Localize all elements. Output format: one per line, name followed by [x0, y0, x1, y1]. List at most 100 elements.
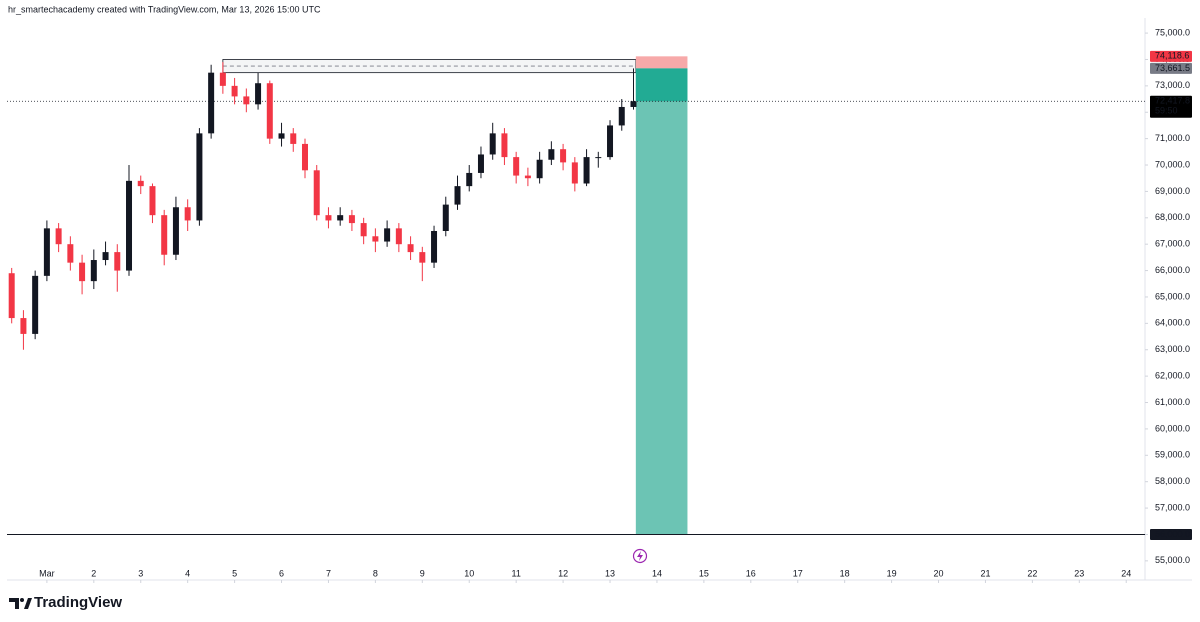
x-tick-label: 6 — [279, 568, 284, 578]
candle-body — [489, 133, 496, 155]
candle-body — [337, 215, 344, 221]
open-profit-zone — [635, 68, 688, 102]
candle-body — [513, 157, 520, 176]
x-tick-label: 23 — [1074, 568, 1084, 578]
candle-body — [348, 215, 355, 224]
candle-body — [548, 149, 555, 160]
candle-body — [313, 170, 320, 216]
x-tick-label: 5 — [232, 568, 237, 578]
candle-body — [454, 186, 461, 205]
x-tick-label: 11 — [511, 568, 520, 578]
stop-zone — [635, 56, 688, 69]
y-tick-label: 69,000.0 — [1155, 186, 1190, 196]
x-tick-label: 14 — [652, 568, 662, 578]
candle-body — [102, 252, 109, 261]
candle-body — [208, 72, 215, 134]
candle-body — [231, 85, 238, 97]
candle-body — [184, 207, 191, 221]
candle-body — [161, 215, 168, 255]
x-tick-label: 21 — [980, 568, 990, 578]
candle-body — [149, 186, 156, 216]
target-label-box — [1150, 528, 1192, 540]
candle-body — [137, 180, 144, 187]
candle-body — [301, 143, 308, 171]
candle-body — [67, 244, 74, 263]
candle-body — [266, 83, 273, 139]
entry-label-box — [1150, 62, 1192, 74]
candle-body — [172, 207, 179, 255]
y-tick-label: 71,000.0 — [1155, 133, 1190, 143]
candle-body — [431, 230, 438, 263]
x-tick-label: 15 — [699, 568, 709, 578]
attribution: hr_smartechacademy created with TradingV… — [8, 4, 321, 14]
candle-body — [290, 133, 297, 144]
x-tick-label: 16 — [746, 568, 756, 578]
x-tick-label: 19 — [887, 568, 897, 578]
entry-label: 73,661.5 — [1155, 63, 1190, 73]
target-zone — [635, 68, 688, 535]
candle-body — [325, 215, 332, 221]
candle-body — [278, 133, 285, 139]
y-tick-label: 58,000.0 — [1155, 476, 1190, 486]
y-tick-label: 59,000.0 — [1155, 450, 1190, 460]
candle-body — [419, 252, 426, 263]
candle-body — [79, 262, 86, 282]
stop-label: 74,118.6 — [1155, 51, 1189, 61]
candle-body — [583, 157, 590, 184]
last-price-label: 72,417.8 — [1155, 96, 1190, 106]
candle-body — [571, 162, 578, 184]
x-tick-label: 20 — [934, 568, 944, 578]
candle-body — [360, 223, 367, 237]
y-tick-label: 66,000.0 — [1155, 265, 1190, 275]
candle-body — [442, 204, 449, 231]
y-tick-label: 75,000.0 — [1155, 27, 1190, 37]
y-tick-label: 64,000.0 — [1155, 318, 1190, 328]
stop-label-box — [1150, 50, 1192, 62]
candle-body — [126, 180, 133, 271]
y-tick-label: 70,000.0 — [1155, 159, 1190, 169]
candle-body — [466, 172, 473, 187]
last-price-label-box — [1150, 95, 1192, 118]
candle-body — [90, 260, 97, 282]
candle-body — [524, 175, 531, 179]
y-tick-label: 67,000.0 — [1155, 239, 1190, 249]
candle-body — [32, 275, 39, 334]
x-tick-label: 18 — [840, 568, 850, 578]
y-tick-label: 68,000.0 — [1155, 212, 1190, 222]
y-tick-label: 55,000.0 — [1155, 555, 1190, 565]
x-tick-label: 7 — [326, 568, 331, 578]
x-tick-label: 8 — [373, 568, 378, 578]
candle-body — [595, 157, 602, 159]
candle-body — [560, 149, 567, 163]
candle-body — [114, 252, 121, 271]
candle-body — [43, 228, 50, 276]
candle-body — [477, 154, 484, 173]
x-tick-label: 22 — [1027, 568, 1037, 578]
candle-body — [536, 159, 543, 179]
candle-body — [20, 318, 27, 334]
candle-body — [243, 96, 250, 105]
candle-body — [630, 101, 637, 107]
candle-body — [219, 72, 226, 86]
x-tick-label: 9 — [420, 568, 425, 578]
x-tick-label: 12 — [558, 568, 568, 578]
y-tick-label: 61,000.0 — [1155, 397, 1190, 407]
candle-body — [395, 228, 402, 245]
lightning-icon — [632, 548, 648, 564]
x-tick-label: 24 — [1121, 568, 1131, 578]
candle-body — [618, 106, 625, 126]
y-tick-label: 73,000.0 — [1155, 80, 1190, 90]
y-tick-label: 65,000.0 — [1155, 291, 1190, 301]
candle-body — [196, 133, 203, 221]
x-tick-label: 17 — [793, 568, 803, 578]
y-tick-label: 63,000.0 — [1155, 344, 1190, 354]
y-tick-label: 62,000.0 — [1155, 371, 1190, 381]
target-label: 56,000.0 — [1155, 529, 1190, 539]
candle-body — [501, 133, 508, 158]
x-tick-label: 10 — [464, 568, 474, 578]
y-tick-label: 60,000.0 — [1155, 423, 1190, 433]
candle-body — [407, 244, 414, 253]
candle-body — [384, 228, 391, 242]
x-tick-label: 3 — [138, 568, 143, 578]
